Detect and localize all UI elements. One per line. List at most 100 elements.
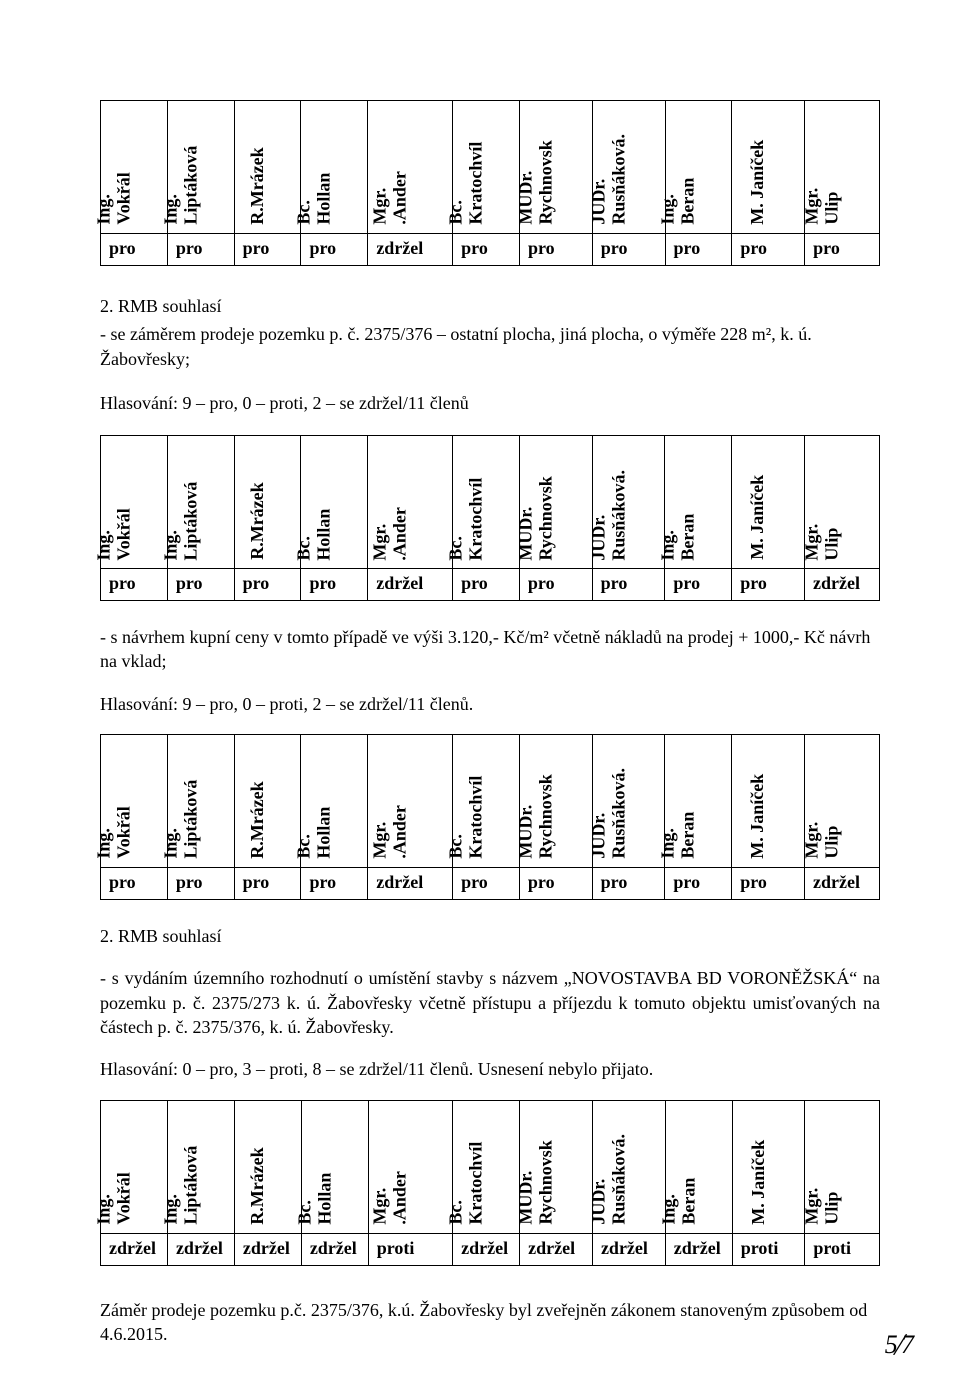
vote-header-cell: Bc. Kratochvíl [453,436,520,569]
vote-header-cell: Bc. Kratochvíl [453,101,520,234]
vote-header-row: Ing. VokřálIng. LiptákováR.MrázekBc. Hol… [101,101,880,234]
text-block-2: 2. RMB souhlasí - s vydáním územního roz… [100,924,880,1081]
vote-header-label: M. Janíček [749,1140,769,1225]
vote-header-label: Ing. Beran [659,513,699,560]
vote-cell: zdržel [520,1233,593,1265]
vote-value-row: proproproprozdrželpropropropropropro [101,234,880,266]
vote-header-cell: Mgr. Ulip [805,1100,880,1233]
vote-cell: zdržel [368,569,453,601]
vote-cell: zdržel [805,868,880,900]
text-block-1: - s návrhem kupní ceny v tomto případě v… [100,625,880,716]
vote-header-label: Ing. Vokřál [94,173,134,225]
vote-header-label: R.Mrázek [248,148,268,225]
vote-header-cell: Ing. Vokřál [101,1100,168,1233]
vote-header-cell: M. Janíček [732,101,805,234]
vote-header-cell: Bc. Hollan [301,101,368,234]
vote-table-3: Ing. VokřálIng. LiptákováR.MrázekBc. Hol… [100,1100,880,1266]
vote-header-cell: M. Janíček [732,436,805,569]
vote-header-label: MUDr. Rychnovsk [516,775,556,859]
vote-cell: zdržel [101,1233,168,1265]
vote-header-cell: R.Mrázek [234,1100,301,1233]
vote-cell: pro [167,868,234,900]
vote-cell: zdržel [167,1233,234,1265]
vote-header-label: Mgr. Ulip [803,1188,843,1225]
vote-value-row: proproproprozdrželproproproproprozdržel [101,569,880,601]
vote-header-label: Ing. Vokřál [94,807,134,859]
vote-header-cell: JUDr. Rusňáková. [592,1100,665,1233]
vote-header-cell: Ing. Beran [665,1100,732,1233]
vote-cell: pro [519,234,592,266]
vote-cell: pro [665,569,732,601]
vote-cell: pro [592,868,665,900]
vote-header-label: JUDr. Rusňáková. [589,470,629,561]
text-block-0: 2. RMB souhlasí - se záměrem prodeje poz… [100,294,880,415]
vote-header-cell: Bc. Kratochvíl [453,735,520,868]
paragraph: Záměr prodeje pozemku p.č. 2375/376, k.ú… [100,1298,880,1347]
vote-header-cell: Mgr. .Ander [368,101,453,234]
vote-header-label: Ing. Liptáková [161,780,201,859]
paragraph: - se záměrem prodeje pozemku p. č. 2375/… [100,322,880,371]
vote-header-label: Ing. Vokřál [94,508,134,560]
vote-table-0: Ing. VokřálIng. LiptákováR.MrázekBc. Hol… [100,100,880,266]
vote-header-cell: MUDr. Rychnovsk [519,436,592,569]
vote-cell: pro [234,234,301,266]
vote-header-label: Mgr. .Ander [371,1171,411,1225]
vote-header-row: Ing. VokřálIng. LiptákováR.MrázekBc. Hol… [101,735,880,868]
vote-header-label: JUDr. Rusňáková. [589,134,629,225]
vote-header-label: Ing. Beran [659,812,699,859]
vote-cell: pro [592,234,665,266]
vote-header-cell: Ing. Vokřál [101,735,168,868]
vote-header-cell: Ing. Vokřál [101,436,168,569]
vote-header-label: Ing. Vokřál [94,1172,134,1224]
vote-header-cell: Ing. Liptáková [167,101,234,234]
vote-header-cell: Bc. Hollan [301,735,368,868]
vote-cell: proti [805,1233,880,1265]
vote-header-label: M. Janíček [748,140,768,225]
vote-header-row: Ing. VokřálIng. LiptákováR.MrázekBc. Hol… [101,1100,880,1233]
vote-header-cell: JUDr. Rusňáková. [592,436,665,569]
document-page: Ing. VokřálIng. LiptákováR.MrázekBc. Hol… [0,0,960,1390]
vote-cell: pro [805,234,880,266]
vote-header-label: Bc. Kratochvíl [447,1142,487,1225]
paragraph: 2. RMB souhlasí [100,924,880,948]
vote-cell: pro [519,868,592,900]
vote-cell: zdržel [592,1233,665,1265]
paragraph: 2. RMB souhlasí [100,294,880,318]
vote-table-2: Ing. VokřálIng. LiptákováR.MrázekBc. Hol… [100,734,880,900]
vote-header-label: Mgr. Ulip [802,523,842,560]
vote-cell: pro [732,234,805,266]
vote-header-cell: JUDr. Rusňáková. [592,735,665,868]
vote-header-label: JUDr. Rusňáková. [589,769,629,860]
vote-header-cell: Ing. Beran [665,101,732,234]
vote-cell: pro [453,234,520,266]
vote-cell: pro [592,569,665,601]
vote-cell: pro [453,868,520,900]
vote-cell: zdržel [665,1233,732,1265]
vote-cell: pro [234,868,301,900]
vote-cell: pro [301,234,368,266]
vote-cell: zdržel [234,1233,301,1265]
vote-header-cell: Ing. Beran [665,436,732,569]
vote-header-cell: MUDr. Rychnovsk [520,1100,593,1233]
vote-header-label: Ing. Beran [659,1178,699,1225]
vote-header-cell: JUDr. Rusňáková. [592,101,665,234]
vote-cell: zdržel [368,868,453,900]
vote-cell: pro [519,569,592,601]
vote-header-label: Ing. Beran [659,178,699,225]
vote-header-cell: Mgr. .Ander [368,1100,452,1233]
vote-cell: proti [732,1233,805,1265]
vote-header-cell: MUDr. Rychnovsk [519,735,592,868]
vote-header-cell: Ing. Liptáková [167,735,234,868]
vote-header-label: Bc. Kratochvíl [446,142,486,225]
paragraph: Hlasování: 9 – pro, 0 – proti, 2 – se zd… [100,391,880,415]
vote-header-cell: Mgr. .Ander [368,735,453,868]
paragraph: - s návrhem kupní ceny v tomto případě v… [100,625,880,674]
vote-header-cell: Ing. Beran [665,735,732,868]
paragraph: Hlasování: 0 – pro, 3 – proti, 8 – se zd… [100,1057,880,1081]
vote-cell: pro [732,868,805,900]
vote-header-cell: M. Janíček [732,1100,805,1233]
vote-header-label: MUDr. Rychnovsk [516,1140,556,1224]
vote-header-label: Bc. Hollan [295,508,335,560]
vote-header-cell: Bc. Hollan [301,436,368,569]
vote-header-cell: Mgr. .Ander [368,436,453,569]
